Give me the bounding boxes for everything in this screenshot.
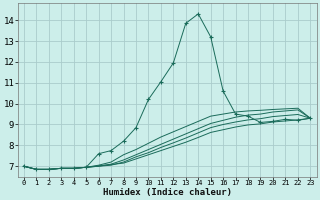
X-axis label: Humidex (Indice chaleur): Humidex (Indice chaleur) [103,188,232,197]
